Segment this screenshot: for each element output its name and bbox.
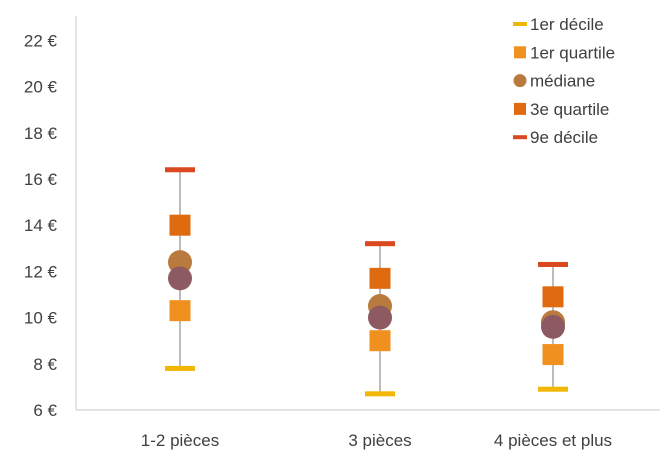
legend: 1er décile 1er quartile médiane 3e quartile… bbox=[513, 15, 615, 147]
data-point-dash bbox=[365, 241, 395, 247]
data-point-dash bbox=[538, 386, 568, 392]
y-tick-label: 10 € bbox=[24, 309, 58, 328]
legend-symbol bbox=[514, 46, 526, 59]
legend-label: 9e décile bbox=[530, 128, 598, 147]
legend-symbol bbox=[513, 135, 527, 140]
x-category-label: 3 pièces bbox=[348, 431, 411, 450]
data-point-dash bbox=[365, 391, 395, 397]
whisker-group bbox=[179, 169, 554, 394]
y-tick-label: 8 € bbox=[33, 355, 57, 374]
legend-symbol bbox=[513, 22, 527, 26]
data-point-square bbox=[369, 267, 391, 289]
data-point-square bbox=[369, 330, 391, 352]
x-category-label: 4 pièces et plus bbox=[494, 431, 612, 450]
x-category-label: 1-2 pièces bbox=[141, 431, 219, 450]
data-point-square bbox=[169, 300, 191, 322]
data-point-square bbox=[542, 286, 564, 308]
data-point-square bbox=[169, 214, 191, 236]
y-tick-label: 12 € bbox=[24, 262, 58, 281]
data-point-circle bbox=[541, 314, 565, 339]
y-tick-label: 6 € bbox=[33, 401, 57, 420]
data-point-dash bbox=[538, 261, 568, 267]
y-tick-label: 20 € bbox=[24, 78, 58, 97]
data-point-dash bbox=[165, 167, 195, 173]
legend-symbol bbox=[514, 102, 526, 115]
legend-symbol bbox=[513, 74, 527, 88]
data-point-dash bbox=[165, 365, 195, 371]
y-tick-label: 18 € bbox=[24, 124, 58, 143]
data-point-square bbox=[542, 344, 564, 366]
y-tick-label: 16 € bbox=[24, 170, 58, 189]
x-category-group: 1-2 pièces 3 pièces 4 pièces et plus bbox=[141, 431, 612, 450]
marker-group bbox=[165, 167, 568, 397]
legend-label: 1er décile bbox=[530, 15, 604, 34]
legend-label: 3e quartile bbox=[530, 100, 609, 119]
y-tick-label: 22 € bbox=[24, 31, 58, 50]
y-tick-label: 14 € bbox=[24, 216, 58, 235]
y-tick-group: 6 € 8 € 10 € 12 € 14 € 16 € 18 € 20 € 22 € bbox=[24, 31, 58, 420]
data-point-circle bbox=[168, 266, 192, 291]
data-point-circle bbox=[368, 305, 392, 330]
legend-label: 1er quartile bbox=[530, 43, 615, 62]
legend-label: médiane bbox=[530, 72, 595, 91]
